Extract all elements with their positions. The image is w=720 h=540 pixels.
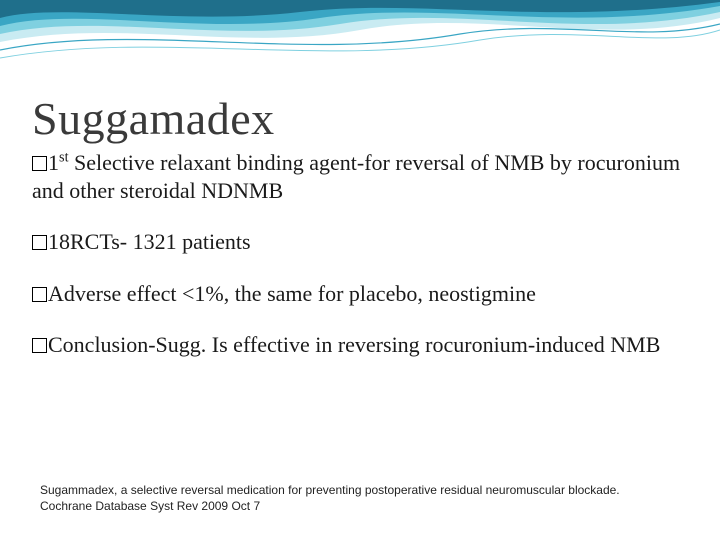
slide-content: Suggamadex 1st Selective relaxant bindin… [32, 92, 688, 383]
bullet-1-text: Selective relaxant binding agent-for rev… [32, 150, 680, 203]
bullet-3-text: Adverse effect <1%, the same for placebo… [48, 281, 536, 306]
bullet-marker-icon [32, 235, 47, 250]
bullet-1-prefix: 1 [48, 150, 59, 175]
footnote-line-2: Cochrane Database Syst Rev 2009 Oct 7 [40, 498, 680, 514]
footnote-line-1: Sugammadex, a selective reversal medicat… [40, 482, 680, 498]
bullet-4-text: Conclusion-Sugg. Is effective in reversi… [48, 332, 660, 357]
bullet-4: Conclusion-Sugg. Is effective in reversi… [32, 331, 688, 359]
footnote: Sugammadex, a selective reversal medicat… [40, 482, 680, 514]
wave-svg [0, 0, 720, 90]
bullet-marker-icon [32, 338, 47, 353]
bullet-marker-icon [32, 156, 47, 171]
bullet-1-sup: st [59, 150, 69, 166]
bullet-marker-icon [32, 287, 47, 302]
bullet-3: Adverse effect <1%, the same for placebo… [32, 280, 688, 308]
bullet-1: 1st Selective relaxant binding agent-for… [32, 149, 688, 204]
bullet-2-text: 18RCTs- 1321 patients [48, 229, 251, 254]
header-wave [0, 0, 720, 90]
bullet-2: 18RCTs- 1321 patients [32, 228, 688, 256]
slide-title: Suggamadex [32, 92, 688, 145]
